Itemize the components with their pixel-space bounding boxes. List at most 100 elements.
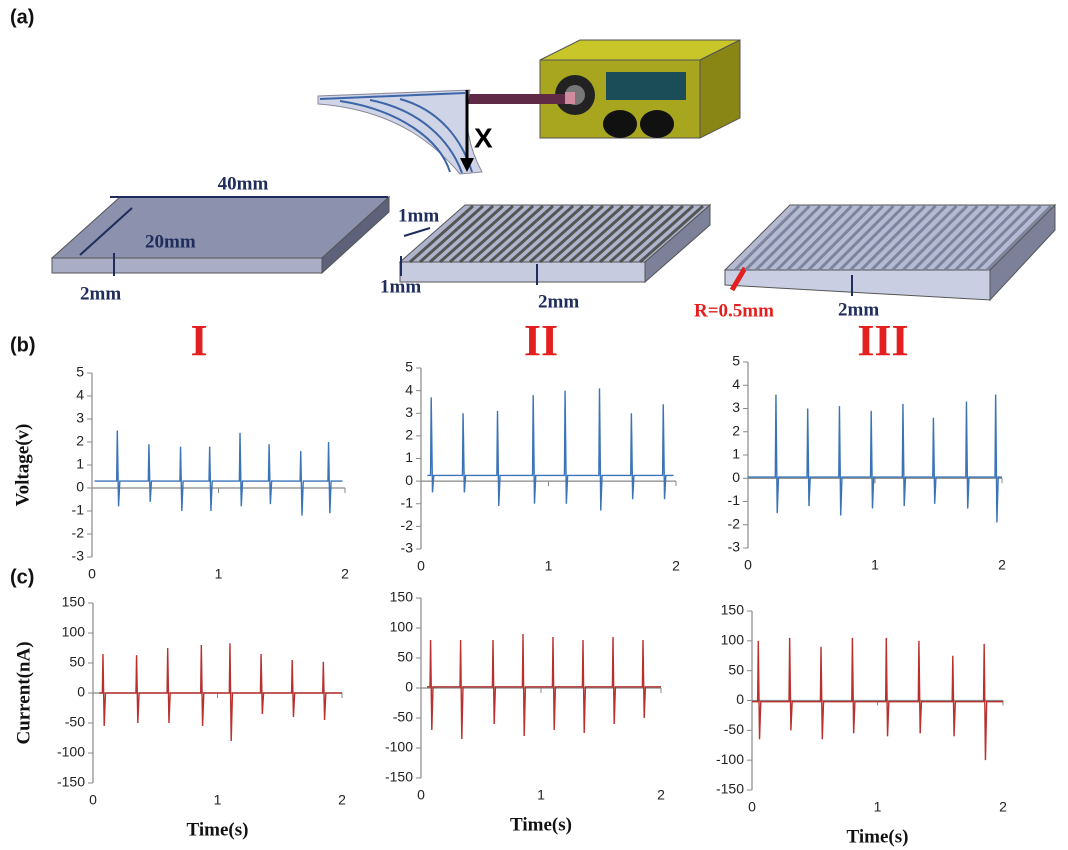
x-tick-label: 1: [215, 566, 223, 582]
y-tick-label: 0: [405, 679, 413, 695]
x-tick-label: 0: [88, 566, 96, 582]
column-label: I: [190, 316, 207, 365]
groove: [639, 204, 704, 264]
y-tick-label: -100: [57, 744, 85, 760]
y-tick-label: -2: [728, 515, 741, 531]
wave-crest: [786, 204, 853, 272]
flat-slab: [50, 195, 391, 276]
x-tick-label: 2: [672, 558, 680, 574]
actuator-diagram: [317, 39, 741, 175]
groove: [599, 204, 664, 264]
dimension-label: 40mm: [218, 173, 269, 194]
dimension-label: 2mm: [538, 291, 579, 312]
groove: [429, 204, 494, 264]
column-label: III: [857, 316, 908, 365]
y-tick-label: 150: [721, 602, 745, 618]
y-tick-label: 0: [736, 691, 744, 707]
signal-line: [748, 394, 1002, 523]
y-tick-label: 4: [732, 376, 740, 392]
groove: [509, 204, 574, 264]
y-tick-label: 3: [76, 410, 84, 426]
x-tick-label: 0: [417, 558, 425, 574]
signal-line: [427, 633, 661, 740]
groove: [519, 204, 584, 264]
y-tick-label: 1: [732, 446, 740, 462]
dimension-label: 1mm: [380, 276, 421, 297]
groove: [419, 204, 484, 264]
y-tick-label: -50: [65, 714, 85, 730]
y-tick-label: 0: [77, 684, 85, 700]
y-tick-label: -150: [385, 769, 413, 785]
groove: [489, 204, 554, 264]
x-tick-label: 2: [657, 787, 665, 803]
y-tick-label: -150: [716, 781, 744, 797]
x-tick-label: 0: [417, 787, 425, 803]
y-tick-label: -150: [57, 774, 85, 790]
y-tick-label: 50: [69, 654, 85, 670]
wave-crest: [901, 204, 969, 272]
y-axis-label: Current(nA): [13, 641, 34, 744]
wave-crest: [775, 204, 843, 272]
groove: [539, 204, 604, 264]
y-tick-label: 3: [732, 399, 740, 415]
y-tick-label: 100: [390, 619, 414, 635]
y-tick-label: 0: [732, 469, 740, 485]
y-tick-label: 150: [62, 594, 86, 610]
wave-crest: [849, 204, 916, 272]
y-tick-label: -1: [728, 492, 741, 508]
panel-label: (c): [10, 566, 34, 588]
x-axis-label: Time(s): [847, 826, 909, 847]
x-tick-label: 0: [89, 792, 97, 808]
panel-label: (b): [10, 334, 36, 356]
x-tick-label: 1: [537, 787, 545, 803]
y-tick-label: -1: [72, 502, 85, 518]
signal-line: [752, 637, 1003, 761]
wave-crest: [744, 204, 811, 272]
y-tick-label: 1: [405, 449, 413, 465]
y-tick-label: -100: [385, 739, 413, 755]
wave-crest: [754, 204, 822, 272]
wave-crest: [796, 204, 864, 272]
dimension-label: 2mm: [838, 299, 879, 320]
y-tick-label: 5: [76, 364, 84, 380]
wave-crest: [891, 204, 958, 272]
y-tick-label: -50: [724, 721, 744, 737]
y-tick-label: 5: [732, 353, 740, 369]
wave-crest: [870, 204, 937, 272]
groove: [459, 204, 524, 264]
wave-crest: [954, 204, 1021, 272]
x-tick-label: 2: [338, 792, 346, 808]
y-tick-label: 5: [405, 359, 413, 375]
groove: [469, 204, 534, 264]
groove: [409, 204, 474, 264]
grooved-slab: [398, 203, 712, 285]
dimension-label: X: [474, 122, 493, 153]
groove: [549, 204, 614, 264]
groove: [619, 204, 684, 264]
y-tick-label: -100: [716, 751, 744, 767]
dimension-label: 20mm: [145, 231, 196, 252]
y-tick-label: -2: [401, 517, 414, 533]
signal-line: [427, 388, 674, 511]
wave-crest: [933, 204, 1000, 272]
groove: [499, 204, 564, 264]
x-tick-label: 1: [871, 557, 879, 573]
wave-crest: [964, 204, 1032, 272]
groove: [579, 204, 644, 264]
y-tick-label: 50: [397, 649, 413, 665]
groove: [449, 204, 514, 264]
x-tick-label: 1: [874, 799, 882, 815]
y-tick-label: 0: [76, 479, 84, 495]
x-axis-label: Time(s): [187, 819, 249, 840]
y-tick-label: -3: [401, 540, 414, 556]
y-tick-label: -3: [72, 548, 85, 564]
wave-crest: [975, 204, 1042, 272]
y-tick-label: -50: [393, 709, 413, 725]
y-tick-label: 100: [721, 632, 745, 648]
x-tick-label: 2: [998, 557, 1006, 573]
panel-label: (a): [10, 6, 34, 28]
groove: [479, 204, 544, 264]
y-tick-label: 100: [62, 624, 86, 640]
y-tick-label: 3: [405, 404, 413, 420]
signal-line: [94, 430, 343, 516]
